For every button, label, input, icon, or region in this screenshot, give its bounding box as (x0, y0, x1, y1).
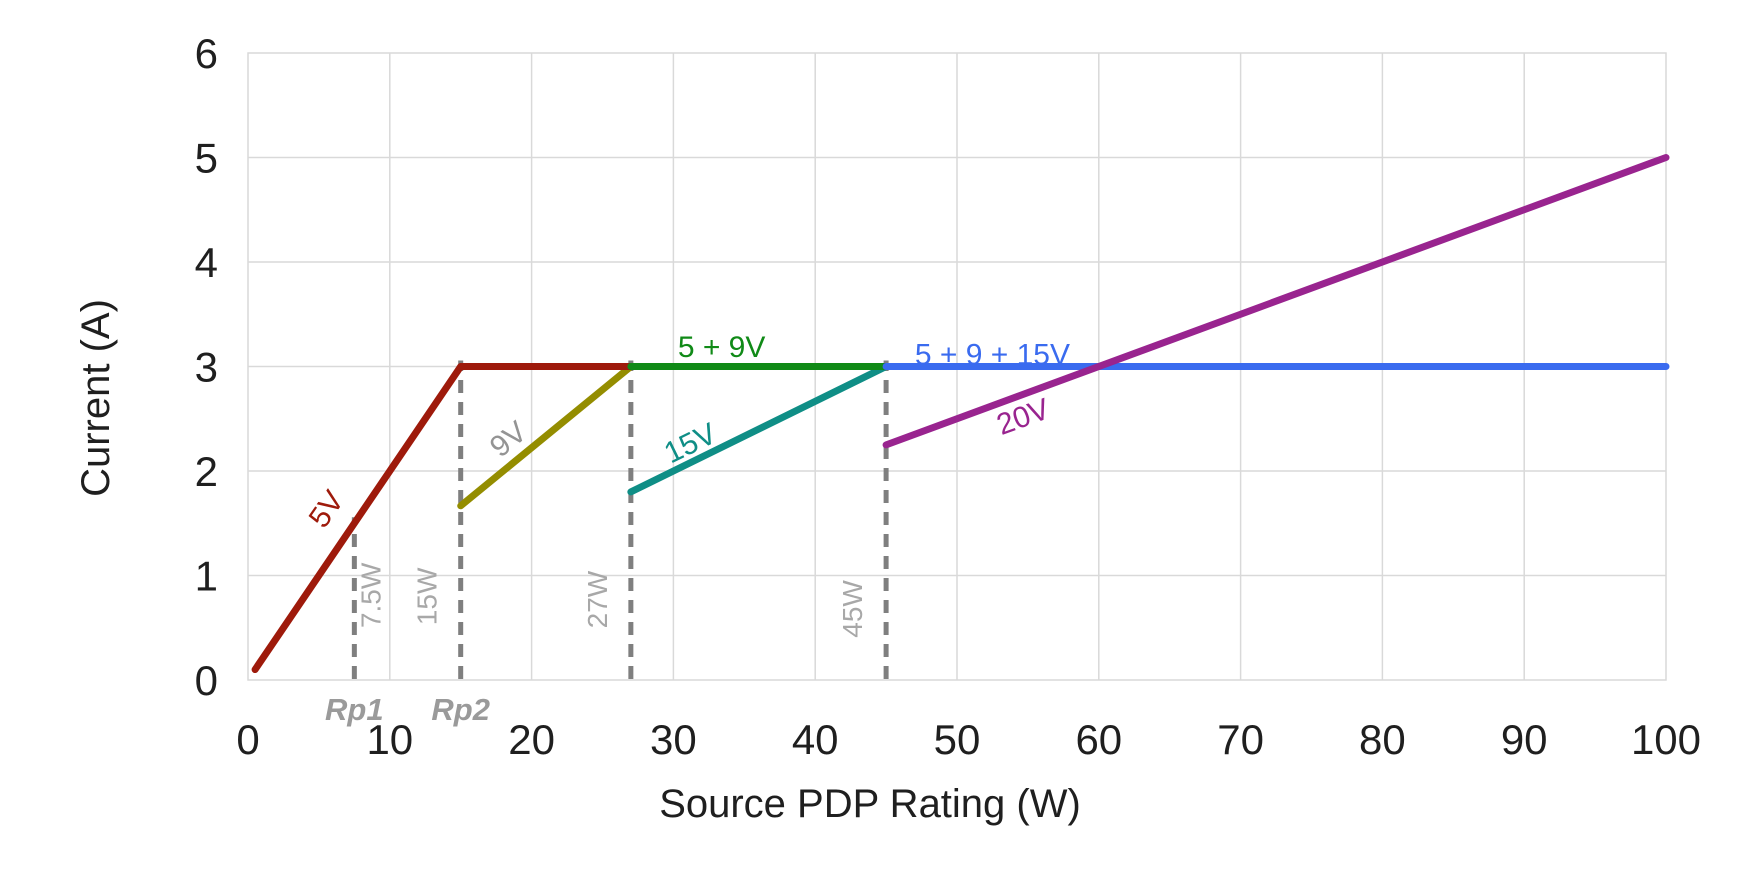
x-tick-label: 60 (1075, 716, 1122, 763)
x-tick-label: 70 (1217, 716, 1264, 763)
y-tick-label: 0 (195, 657, 218, 704)
threshold-power-label: 45W (837, 580, 868, 638)
x-tick-label: 30 (650, 716, 697, 763)
x-tick-label: 0 (236, 716, 259, 763)
y-tick-label: 2 (195, 448, 218, 495)
y-tick-label: 1 (195, 553, 218, 600)
x-tick-label: 100 (1631, 716, 1701, 763)
series-line-20V (882, 154, 1670, 449)
series-line-5V (251, 363, 635, 674)
rp-label: Rp1 (325, 692, 384, 727)
threshold-power-label: 7.5W (355, 562, 386, 628)
rp-label: Rp2 (431, 692, 490, 727)
threshold-power-label: 27W (582, 570, 613, 628)
x-axis-title: Source PDP Rating (W) (659, 782, 1081, 826)
y-tick-label: 3 (195, 344, 218, 391)
line-label-5-9-15V: 5 + 9 + 15V (915, 338, 1070, 371)
series-line-15V (627, 363, 890, 496)
x-tick-label: 50 (934, 716, 981, 763)
y-tick-label: 4 (195, 239, 218, 286)
y-axis-title: Current (A) (74, 299, 118, 497)
line-label-5-9V: 5 + 9V (678, 331, 766, 364)
x-tick-label: 40 (792, 716, 839, 763)
y-tick-label: 6 (195, 30, 218, 77)
y-tick-label: 5 (195, 135, 218, 182)
series-line-9V (457, 363, 635, 510)
x-tick-label: 10 (366, 716, 413, 763)
threshold-power-label: 15W (412, 567, 443, 625)
x-tick-label: 20 (508, 716, 555, 763)
x-tick-label: 90 (1501, 716, 1548, 763)
x-tick-label: 80 (1359, 716, 1406, 763)
line-label-5V: 5V (303, 485, 351, 534)
